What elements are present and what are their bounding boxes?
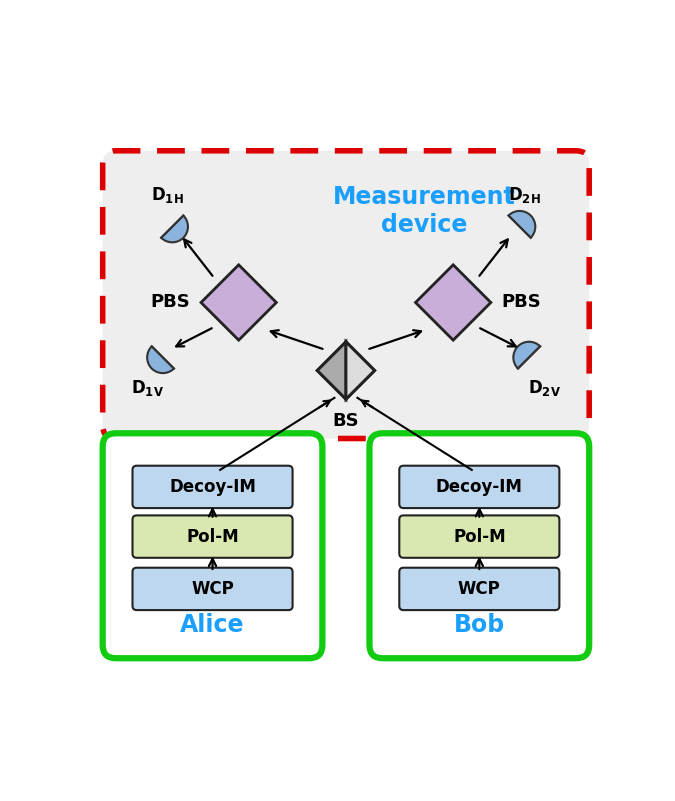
Polygon shape (346, 342, 375, 399)
FancyBboxPatch shape (369, 433, 589, 658)
Text: $\mathbf{D_{1V}}$: $\mathbf{D_{1V}}$ (131, 378, 163, 398)
FancyBboxPatch shape (400, 568, 560, 610)
Text: Alice: Alice (180, 614, 245, 638)
Text: PBS: PBS (151, 293, 190, 312)
Text: Pol-M: Pol-M (453, 528, 506, 545)
Text: Measurement
device: Measurement device (333, 185, 516, 237)
FancyBboxPatch shape (132, 515, 292, 557)
Text: Decoy-IM: Decoy-IM (169, 478, 256, 496)
Wedge shape (508, 211, 535, 238)
Text: $\mathbf{D_{2V}}$: $\mathbf{D_{2V}}$ (529, 378, 561, 398)
Polygon shape (416, 265, 491, 340)
FancyBboxPatch shape (132, 568, 292, 610)
Polygon shape (317, 342, 346, 399)
FancyBboxPatch shape (132, 465, 292, 508)
Polygon shape (201, 265, 276, 340)
Text: $\mathbf{D_{2H}}$: $\mathbf{D_{2H}}$ (508, 185, 541, 205)
FancyBboxPatch shape (103, 433, 323, 658)
Text: BS: BS (333, 413, 359, 430)
Text: Pol-M: Pol-M (186, 528, 239, 545)
FancyBboxPatch shape (103, 151, 589, 438)
Text: Decoy-IM: Decoy-IM (436, 478, 522, 496)
Text: $\mathbf{D_{1H}}$: $\mathbf{D_{1H}}$ (151, 185, 184, 205)
Text: Bob: Bob (454, 614, 505, 638)
Text: WCP: WCP (191, 580, 234, 598)
FancyBboxPatch shape (400, 465, 560, 508)
Wedge shape (513, 342, 540, 368)
Text: WCP: WCP (458, 580, 501, 598)
Wedge shape (161, 215, 188, 243)
Wedge shape (147, 346, 174, 373)
FancyBboxPatch shape (400, 515, 560, 557)
Text: PBS: PBS (502, 293, 541, 312)
